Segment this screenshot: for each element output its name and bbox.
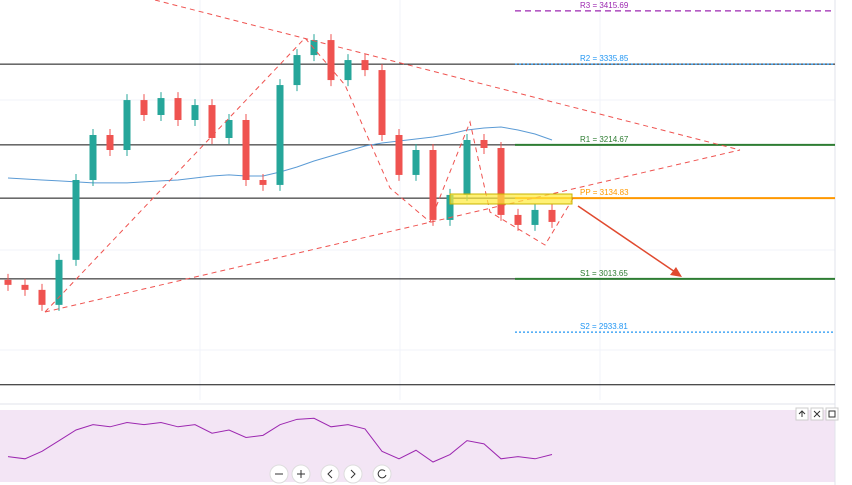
pivot-label: R2 = 3335.85 bbox=[580, 54, 629, 63]
maximize-button[interactable] bbox=[825, 407, 839, 421]
rsi-line bbox=[7, 417, 553, 463]
candle-body bbox=[4, 279, 12, 285]
rsi-panel bbox=[0, 410, 835, 482]
candle-body bbox=[242, 120, 250, 180]
grid bbox=[0, 0, 835, 400]
pivot-label: R3 = 3415.69 bbox=[580, 1, 629, 10]
candle-body bbox=[208, 105, 216, 138]
trend-lines bbox=[44, 0, 741, 313]
candle-body bbox=[480, 140, 488, 148]
candle-body bbox=[38, 289, 46, 305]
trend-line bbox=[44, 149, 741, 313]
candle-body bbox=[412, 150, 420, 175]
candle-body bbox=[106, 135, 114, 150]
candle-body bbox=[361, 60, 369, 71]
candle-body bbox=[463, 140, 471, 195]
candle-body bbox=[55, 259, 63, 305]
plot: R3 = 3415.69 R2 = 3335.85 R1 = 3214.67 PP =… bbox=[0, 1, 835, 463]
candle-body bbox=[378, 70, 386, 135]
wave-line bbox=[44, 37, 576, 313]
candle-body bbox=[276, 85, 284, 185]
candle-body bbox=[140, 100, 148, 115]
trend-line bbox=[154, 0, 741, 151]
icon bbox=[828, 410, 836, 418]
candle-body bbox=[89, 135, 97, 180]
candle-body bbox=[174, 98, 182, 120]
icon bbox=[377, 469, 387, 479]
candle-body bbox=[531, 209, 539, 225]
scroll-left-button[interactable] bbox=[320, 464, 340, 484]
arrow-head bbox=[670, 267, 682, 277]
candle-body bbox=[191, 105, 199, 120]
candle-body bbox=[327, 40, 335, 81]
icon bbox=[813, 410, 821, 418]
candle-body bbox=[429, 150, 437, 220]
icon bbox=[327, 469, 333, 479]
candle-body bbox=[21, 284, 29, 290]
zoom-controls bbox=[269, 464, 392, 484]
candle-body bbox=[293, 55, 301, 86]
pivot-label: S2 = 2933.81 bbox=[580, 322, 628, 331]
candle-body bbox=[497, 148, 505, 215]
pivot-label: R1 = 3214.67 bbox=[580, 135, 629, 144]
candle-body bbox=[344, 60, 352, 81]
icon bbox=[297, 470, 305, 478]
candle-body bbox=[72, 180, 80, 260]
candle-body bbox=[395, 135, 403, 175]
candle-body bbox=[310, 40, 318, 56]
candle-body bbox=[225, 120, 233, 138]
pivot-label: PP = 3134.83 bbox=[580, 188, 629, 197]
reset-button[interactable] bbox=[372, 464, 392, 484]
candle-body bbox=[157, 98, 165, 115]
candle-body bbox=[446, 194, 454, 220]
pivot-zone bbox=[449, 193, 573, 205]
icon bbox=[350, 469, 356, 479]
candle-body bbox=[548, 209, 556, 222]
icon bbox=[798, 410, 806, 417]
candle-body bbox=[259, 180, 267, 185]
arrow-shaft bbox=[577, 205, 679, 275]
pivot-label: S1 = 3013.65 bbox=[580, 269, 628, 278]
candle-body bbox=[123, 100, 131, 150]
pane-controls bbox=[795, 407, 839, 421]
scroll-right-button[interactable] bbox=[343, 464, 363, 484]
candle-body bbox=[514, 214, 522, 225]
